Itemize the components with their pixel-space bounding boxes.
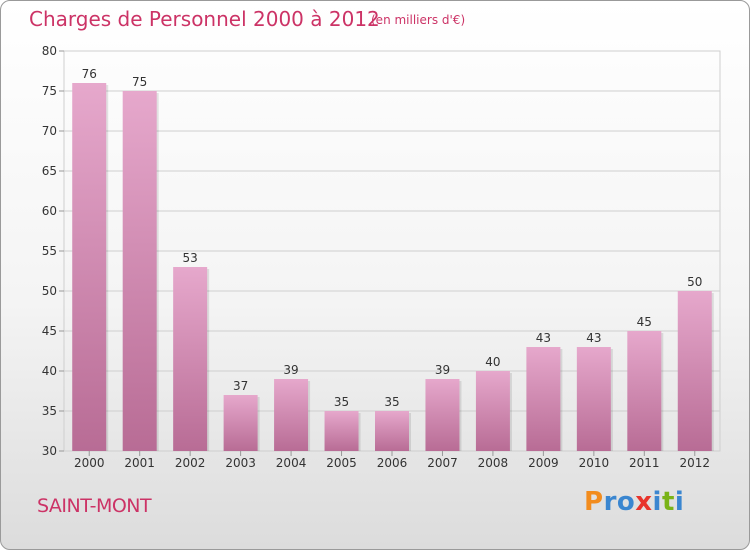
y-tick-label: 80 [42, 44, 57, 58]
logo-letter: i [674, 487, 685, 517]
bar-value-label: 50 [687, 275, 702, 289]
x-tick-label: 2006 [377, 456, 408, 470]
y-tick-label: 70 [42, 124, 57, 138]
bar [223, 395, 258, 451]
x-tick-label: 2002 [175, 456, 206, 470]
y-tick-label: 65 [42, 164, 57, 178]
bar-value-label: 35 [334, 395, 349, 409]
x-tick-label: 2001 [124, 456, 155, 470]
bar [677, 291, 712, 451]
logo-letter: x [635, 487, 653, 517]
x-tick-label: 2008 [478, 456, 509, 470]
logo-letter: o [616, 487, 636, 517]
y-tick-label: 40 [42, 364, 57, 378]
logo-letter: r [603, 487, 617, 517]
bar [72, 83, 107, 451]
bar [274, 379, 309, 451]
bar-value-label: 43 [586, 331, 601, 345]
x-tick-label: 2010 [579, 456, 610, 470]
x-tick-label: 2005 [326, 456, 357, 470]
axis-labels: 30 35 40 45 50 55 60 65 70 75 80 2000 2001 2002 2003 20… [42, 44, 710, 470]
logo-letter: P [584, 487, 604, 517]
x-tick-label: 2009 [528, 456, 559, 470]
bar-value-label: 39 [435, 363, 450, 377]
y-tick-label: 75 [42, 84, 57, 98]
y-tick-label: 30 [42, 444, 57, 458]
bar [375, 411, 409, 451]
bar-value-label: 39 [283, 363, 298, 377]
bar [627, 331, 662, 451]
x-tick-label: 2004 [276, 456, 307, 470]
logo-letter: i [652, 487, 662, 517]
bar [425, 379, 460, 451]
bar-value-label: 76 [82, 67, 97, 81]
x-tick-label: 2003 [225, 456, 256, 470]
x-tick-label: 2007 [427, 456, 458, 470]
y-tick-label: 60 [42, 204, 57, 218]
bar-value-label: 40 [485, 355, 500, 369]
x-tick-label: 2011 [629, 456, 660, 470]
x-tick-label: 2000 [74, 456, 105, 470]
bars: 76 75 53 37 39 35 35 39 40 43 43 45 50 [72, 67, 714, 451]
bar-value-label: 43 [536, 331, 551, 345]
logo-letter: t [661, 487, 675, 517]
bar [576, 347, 611, 451]
chart-title: Charges de Personnel 2000 à 2012 [29, 7, 380, 31]
chart-unit: (en milliers d'€) [371, 13, 466, 27]
x-tick-label: 2012 [679, 456, 710, 470]
y-tick-label: 35 [42, 404, 57, 418]
proxiti-logo[interactable]: Proxiti [584, 487, 684, 517]
city-name: SAINT-MONT [37, 495, 152, 517]
y-tick-label: 45 [42, 324, 57, 338]
bar [526, 347, 561, 451]
bar-value-label: 35 [384, 395, 399, 409]
bar [173, 267, 208, 451]
bar [475, 371, 510, 451]
bar-value-label: 75 [132, 75, 147, 89]
bar [324, 411, 359, 451]
bar [122, 91, 157, 451]
bar-value-label: 45 [637, 315, 652, 329]
bar-value-label: 37 [233, 379, 248, 393]
bar-value-label: 53 [183, 251, 198, 265]
y-tick-label: 50 [42, 284, 57, 298]
y-tick-label: 55 [42, 244, 57, 258]
